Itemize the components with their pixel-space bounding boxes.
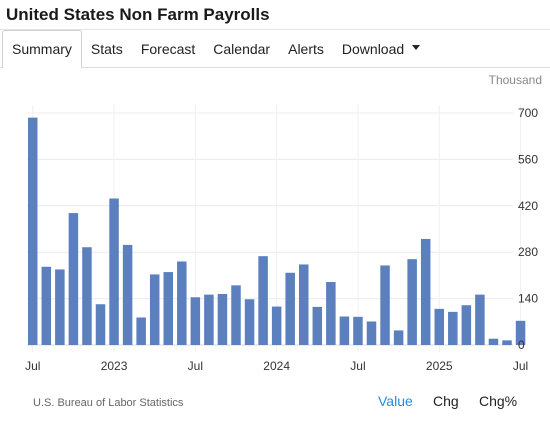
- bar-2025-01[interactable]: [434, 308, 445, 345]
- bar-2025-03[interactable]: [461, 305, 472, 345]
- page-title: United States Non Farm Payrolls: [6, 5, 270, 24]
- bar-2024-09[interactable]: [380, 265, 390, 345]
- tab-alerts[interactable]: Alerts: [288, 40, 324, 57]
- bar-2022-12[interactable]: [95, 304, 106, 345]
- grid-lines: [27, 105, 522, 352]
- bar-2024-01[interactable]: [271, 306, 282, 345]
- bar-2025-05[interactable]: [488, 338, 499, 345]
- bar-2024-10[interactable]: [393, 330, 404, 345]
- y-tick-labels: 0 140 280 420 560 700: [518, 106, 538, 352]
- bar-2023-11[interactable]: [244, 299, 255, 345]
- chg-percent-button[interactable]: Chg%: [479, 393, 518, 409]
- bar-2024-07[interactable]: [353, 316, 363, 345]
- x-tick-label: 2023: [101, 359, 128, 373]
- value-button[interactable]: Value: [378, 393, 413, 409]
- source-label: U.S. Bureau of Labor Statistics: [33, 397, 184, 409]
- chevron-down-icon: [412, 45, 421, 50]
- bar-2022-10[interactable]: [68, 213, 79, 345]
- chg-button[interactable]: Chg: [433, 393, 459, 409]
- view-buttons: Value Chg Chg%: [350, 393, 550, 413]
- bar-2023-12[interactable]: [258, 256, 268, 345]
- bar-2022-11[interactable]: [82, 247, 92, 345]
- bar-2024-12[interactable]: [420, 238, 431, 345]
- bar-2024-04[interactable]: [312, 306, 323, 345]
- tab-stats[interactable]: Stats: [90, 40, 123, 57]
- bar-2022-08[interactable]: [41, 266, 52, 345]
- y-tick-label: 280: [518, 245, 538, 259]
- bar-2025-04[interactable]: [475, 294, 485, 345]
- x-tick-label: Jul: [350, 359, 365, 373]
- bar-2023-09[interactable]: [217, 293, 228, 345]
- bar-2024-08[interactable]: [366, 321, 377, 345]
- y-tick-label: 560: [518, 152, 538, 166]
- bar-2023-01[interactable]: [109, 198, 119, 345]
- bar-2022-07[interactable]: [28, 117, 38, 345]
- bar-2024-11[interactable]: [407, 259, 417, 345]
- bar-2023-06[interactable]: [177, 261, 187, 345]
- bar-2023-03[interactable]: [136, 317, 146, 345]
- x-tick-label: Jul: [25, 359, 40, 373]
- bar-2025-02[interactable]: [448, 311, 458, 345]
- y-tick-label: 420: [518, 199, 538, 213]
- bar-2024-03[interactable]: [299, 264, 309, 345]
- bar-2023-04[interactable]: [149, 274, 160, 345]
- tab-bar: Summary Stats Forecast Calendar Alerts D…: [0, 30, 550, 68]
- tab-download[interactable]: Download: [333, 30, 429, 67]
- y-tick-label: 700: [518, 106, 538, 120]
- bar-2025-07[interactable]: [515, 320, 526, 345]
- chart-area: Thousand 0 140 280 420 560 700 Jul 2023 Jul 2024…: [0, 69, 550, 422]
- bar-2023-07[interactable]: [190, 297, 201, 345]
- y-tick-label: 140: [518, 292, 538, 306]
- bar-2024-05[interactable]: [326, 282, 336, 345]
- bar-2023-02[interactable]: [122, 244, 133, 345]
- x-tick-label: Jul: [188, 359, 203, 373]
- bars: [28, 117, 526, 345]
- tab-download-label: Download: [341, 40, 405, 57]
- bar-2023-10[interactable]: [231, 285, 241, 345]
- bar-2024-02[interactable]: [285, 272, 295, 345]
- bar-2025-06[interactable]: [502, 340, 512, 345]
- tab-forecast[interactable]: Forecast: [140, 40, 196, 57]
- header: United States Non Farm Payrolls: [0, 0, 550, 30]
- bar-2022-09[interactable]: [55, 269, 65, 345]
- x-tick-labels: Jul 2023 Jul 2024 Jul 2025 Jul: [25, 359, 528, 373]
- bar-2024-06[interactable]: [339, 316, 350, 345]
- tab-summary[interactable]: Summary: [2, 30, 82, 68]
- x-tick-label: 2025: [426, 359, 453, 373]
- unit-label: Thousand: [488, 73, 542, 87]
- x-tick-label: 2024: [263, 359, 290, 373]
- tab-calendar[interactable]: Calendar: [213, 40, 271, 57]
- y-tick-label: 0: [518, 338, 525, 352]
- bar-2023-08[interactable]: [204, 294, 214, 345]
- bar-2023-05[interactable]: [163, 272, 174, 345]
- x-tick-label: Jul: [513, 359, 528, 373]
